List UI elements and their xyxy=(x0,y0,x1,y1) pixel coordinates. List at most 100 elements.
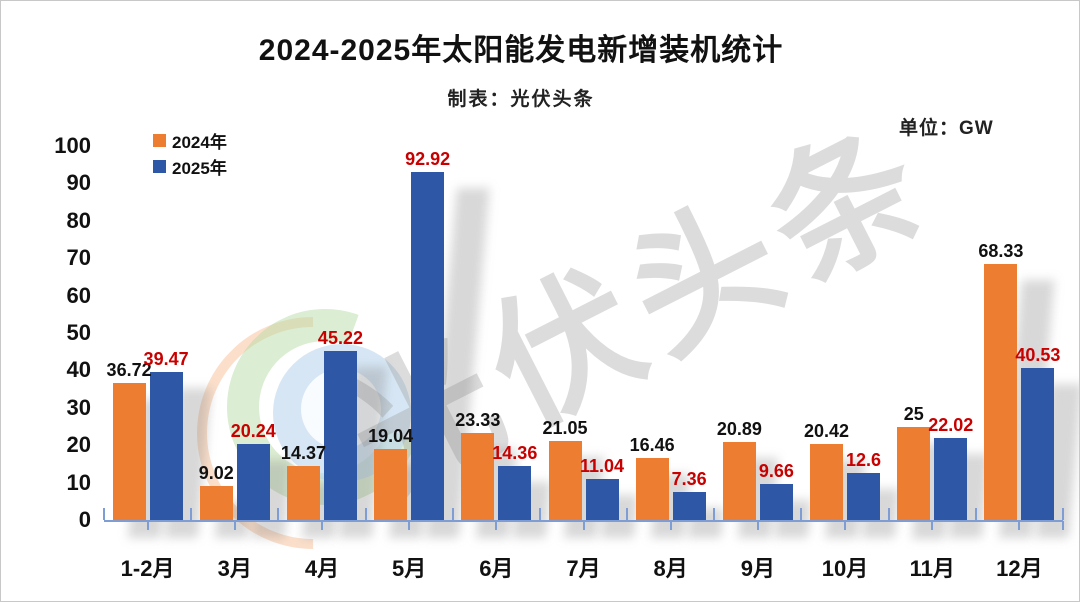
legend-item-2025: 2025年 xyxy=(153,153,227,179)
x-axis-label-3月: 3月 xyxy=(217,556,252,581)
x-axis-label-1-2月: 1-2月 xyxy=(120,556,175,581)
unit-label: 单位：GW xyxy=(899,118,994,139)
bar-value-label: 14.36 xyxy=(492,443,538,464)
x-axis-line xyxy=(104,520,1063,522)
x-axis-label-11月: 11月 xyxy=(909,556,955,581)
legend-label-2024: 2024年 xyxy=(172,132,227,152)
legend: 2024年 2025年 xyxy=(153,127,227,179)
x-axis-tick-boundary xyxy=(451,508,454,520)
bar-value-label: 92.92 xyxy=(405,149,451,170)
bar-value-label: 45.22 xyxy=(317,327,363,348)
x-axis-tick-boundary xyxy=(800,508,803,520)
bar-2024年-10月 xyxy=(810,443,844,520)
y-axis-tick-label: 90 xyxy=(66,170,91,196)
bar-2025年-5月 xyxy=(411,172,445,520)
bar-value-label: 39.47 xyxy=(143,349,189,370)
bar-2025年-11月 xyxy=(934,437,968,520)
bar-2024年-9月 xyxy=(722,441,756,520)
x-axis-label-4月: 4月 xyxy=(304,556,340,581)
bar-value-label: 7.36 xyxy=(671,469,707,490)
bar-2024年-5月 xyxy=(374,448,408,520)
x-axis-tick-center xyxy=(582,521,585,530)
x-axis-tick-center xyxy=(931,521,934,530)
y-axis-tick-label: 0 xyxy=(78,507,91,532)
bar-2024年-12月 xyxy=(984,264,1018,520)
x-axis-tick-boundary xyxy=(887,508,890,520)
x-axis-tick-center xyxy=(408,521,411,530)
x-axis-tick-center xyxy=(320,521,323,530)
bar-value-label: 23.33 xyxy=(455,409,501,430)
bar-value-label: 14.37 xyxy=(280,443,326,464)
y-axis-tick-label: 30 xyxy=(66,394,91,420)
legend-item-2024: 2024年 xyxy=(153,127,227,153)
legend-swatch-2025 xyxy=(153,159,166,173)
bar-value-label: 25 xyxy=(903,403,924,424)
bar-2025年-6月 xyxy=(498,466,532,520)
x-axis-tick-center xyxy=(495,521,498,530)
x-axis-label-6月: 6月 xyxy=(479,556,514,581)
bar-value-label: 36.72 xyxy=(106,359,152,380)
x-axis-tick-boundary xyxy=(713,508,716,520)
x-axis-label-10月: 10月 xyxy=(821,556,869,581)
chart-title: 2024-2025年太阳能发电新增装机统计 xyxy=(258,34,784,67)
y-axis-tick-label: 10 xyxy=(66,469,91,495)
bar-2024年-1-2月 xyxy=(112,382,146,520)
bar-2024年-11月 xyxy=(897,426,931,520)
x-axis-label-5月: 5月 xyxy=(392,556,427,581)
bar-value-label: 19.04 xyxy=(368,425,414,446)
bar-value-label: 12.6 xyxy=(846,449,882,470)
x-axis-tick-boundary xyxy=(277,508,280,520)
bar-2025年-10月 xyxy=(847,472,881,520)
x-axis-tick-end xyxy=(1062,521,1064,530)
x-axis-tick-boundary xyxy=(626,508,629,520)
x-axis-tick-center xyxy=(844,521,847,530)
bar-2025年-7月 xyxy=(585,478,619,520)
bar-value-label: 22.02 xyxy=(928,414,974,435)
x-axis-label-12月: 12月 xyxy=(996,556,1043,581)
y-axis-tick-label: 100 xyxy=(54,133,91,158)
bar-value-label: 40.53 xyxy=(1015,345,1061,366)
bar-2025年-1-2月 xyxy=(149,372,183,520)
bar-value-label: 11.04 xyxy=(579,455,625,476)
x-axis-tick-boundary xyxy=(1062,508,1064,520)
bar-2024年-3月 xyxy=(199,486,233,520)
x-axis-label-9月: 9月 xyxy=(740,556,775,581)
y-axis-tick-label: 60 xyxy=(66,282,91,308)
bar-2025年-12月 xyxy=(1021,368,1055,520)
bar-2024年-7月 xyxy=(548,441,582,520)
bar-value-label: 9.66 xyxy=(758,460,794,481)
chart-header: 2024-2025年太阳能发电新增装机统计 制表：光伏头条 xyxy=(1,25,1041,111)
x-axis-tick-center xyxy=(1018,521,1021,530)
bar-2024年-6月 xyxy=(461,432,495,520)
bar-value-label: 20.89 xyxy=(716,418,762,439)
x-axis-tick-center xyxy=(669,521,672,530)
chart-subtitle: 制表：光伏头条 xyxy=(447,89,595,110)
x-axis-tick-boundary xyxy=(190,508,193,520)
bar-value-label: 20.24 xyxy=(230,421,276,442)
x-axis-tick-center xyxy=(233,521,236,530)
x-axis-tick-boundary xyxy=(538,508,541,520)
bar-2025年-9月 xyxy=(759,483,793,520)
bar-2025年-8月 xyxy=(672,492,706,520)
x-axis-tick-center xyxy=(756,521,759,530)
x-axis-tick-center xyxy=(146,521,149,530)
bar-2025年-4月 xyxy=(323,350,357,520)
y-axis-tick-label: 80 xyxy=(66,207,91,233)
legend-label-2025: 2025年 xyxy=(172,158,227,178)
bar-2024年-8月 xyxy=(635,458,669,520)
bar-2024年-4月 xyxy=(286,466,320,520)
bar-value-label: 21.05 xyxy=(542,418,588,439)
bar-value-label: 16.46 xyxy=(629,435,675,456)
bar-value-label: 9.02 xyxy=(198,463,234,484)
x-axis-tick-boundary xyxy=(364,508,367,520)
bar-value-label: 68.33 xyxy=(978,241,1024,262)
bar-value-label: 20.42 xyxy=(804,420,850,441)
x-axis-label-7月: 7月 xyxy=(566,556,601,581)
y-axis-tick-label: 40 xyxy=(66,357,91,383)
legend-swatch-2024 xyxy=(153,133,166,147)
y-axis-tick-label: 50 xyxy=(66,320,91,345)
x-axis-label-8月: 8月 xyxy=(653,556,688,581)
x-axis-tick-boundary xyxy=(974,508,977,520)
y-axis-tick-label: 20 xyxy=(66,432,91,458)
